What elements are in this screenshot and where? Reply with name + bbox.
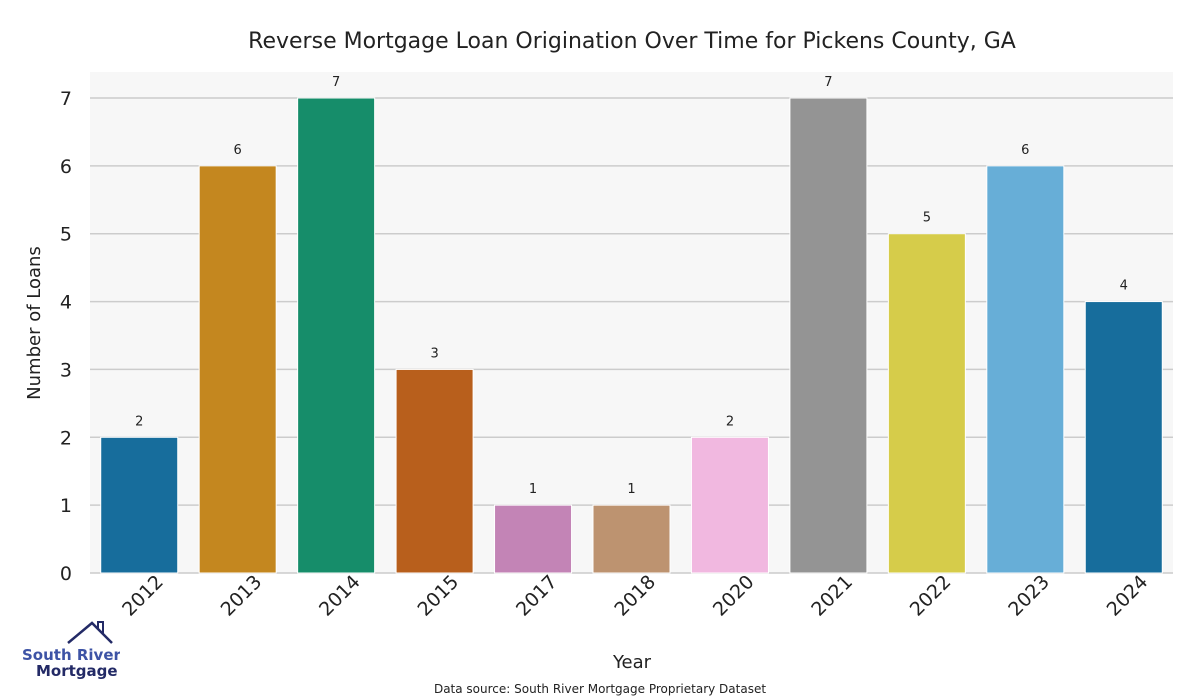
bar-2012 [100,436,179,574]
bar-2023 [986,165,1065,574]
x-tick-label: 2017 [512,571,562,621]
y-axis-label: Number of Loans [24,246,45,400]
x-tick-label: 2021 [807,571,857,621]
data-label: 6 [1021,143,1029,158]
y-tick-label: 3 [60,359,72,381]
chart-title: Reverse Mortgage Loan Origination Over T… [248,29,1016,54]
x-tick-label: 2020 [709,571,759,621]
data-label: 4 [1120,279,1128,294]
x-tick-label: 2023 [1004,571,1054,621]
bar-2017 [494,504,573,574]
y-tick-label: 5 [60,224,72,246]
data-label: 2 [135,414,143,429]
bar-2021 [789,97,868,574]
y-tick-label: 6 [60,156,72,178]
y-tick-label: 1 [60,495,72,517]
x-tick-label: 2012 [118,571,168,621]
x-tick-label: 2018 [610,571,660,621]
x-tick-label: 2014 [315,571,365,621]
south-river-mortgage-logo: South River Mortgage [20,620,122,680]
data-label: 6 [234,143,242,158]
bar-2024 [1084,301,1163,574]
y-tick-label: 7 [60,88,72,110]
data-label: 5 [923,211,931,226]
house-roof-icon [67,621,113,644]
chimney-icon [97,621,104,634]
x-axis-label: Year [612,652,652,673]
x-tick-label: 2015 [413,571,463,621]
y-tick-label: 4 [60,292,72,314]
data-label: 1 [627,482,635,497]
x-tick-label: 2022 [906,571,956,621]
x-tick-label: 2024 [1103,571,1153,621]
data-source-note: Data source: South River Mortgage Propri… [434,682,766,696]
logo-line1: South River [22,646,120,664]
data-label: 1 [529,482,537,497]
bar-2013 [198,165,277,574]
bar-2022 [887,233,966,574]
bar-2020 [690,436,769,574]
data-label: 3 [430,346,438,361]
data-label: 2 [726,414,734,429]
bar-2014 [297,97,376,574]
y-tick-label: 0 [60,563,72,585]
x-tick-label: 2013 [217,571,267,621]
logo-line2: Mortgage [36,662,118,680]
bar-2018 [592,504,671,574]
y-tick-label: 2 [60,427,72,449]
data-label: 7 [824,75,832,90]
bar-2015 [395,368,474,574]
data-label: 7 [332,75,340,90]
